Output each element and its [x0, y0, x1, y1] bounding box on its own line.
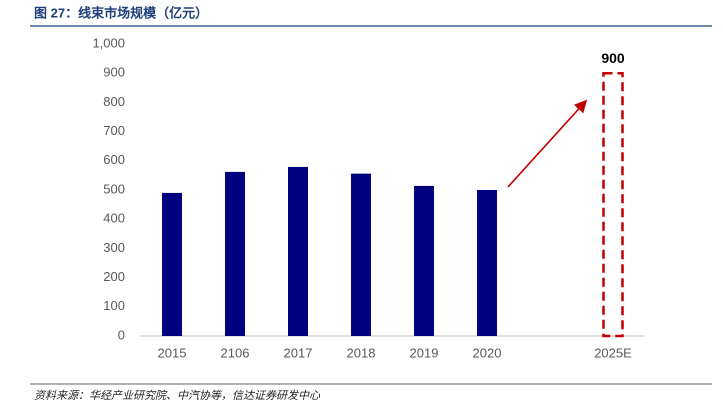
x-tick-label: 2019 [410, 345, 439, 360]
trend-arrow [507, 99, 588, 188]
y-tick-label: 300 [103, 240, 125, 255]
y-tick-label: 600 [103, 152, 125, 167]
x-tick-label: 2025E [594, 345, 632, 360]
bar [351, 173, 371, 336]
y-tick-label: 900 [103, 65, 125, 80]
y-tick-label: 0 [118, 327, 125, 342]
x-tick-label: 2020 [473, 345, 502, 360]
x-tick-label: 2017 [284, 345, 313, 360]
y-tick-label: 500 [103, 181, 125, 196]
y-tick-label: 400 [103, 211, 125, 226]
x-tick-label: 2018 [347, 345, 376, 360]
source-note: 资料来源：华经产业研究院、中汽协等，信达证券研发中心 [34, 389, 321, 402]
data-label: 900 [601, 50, 625, 66]
bar [225, 171, 245, 336]
y-tick-label: 100 [103, 298, 125, 313]
y-tick-label: 800 [103, 94, 125, 109]
x-tick-label: 2106 [221, 345, 250, 360]
y-tick-label: 1,000 [92, 35, 125, 50]
y-tick-label: 700 [103, 123, 125, 138]
bar [414, 185, 434, 336]
y-tick-label: 200 [103, 269, 125, 284]
chart-title: 图 27：线束市场规模（亿元） [34, 5, 208, 20]
bar [477, 190, 497, 336]
bar [288, 166, 308, 336]
bar [602, 71, 624, 338]
x-tick-label: 2015 [158, 345, 187, 360]
bar [162, 192, 182, 336]
